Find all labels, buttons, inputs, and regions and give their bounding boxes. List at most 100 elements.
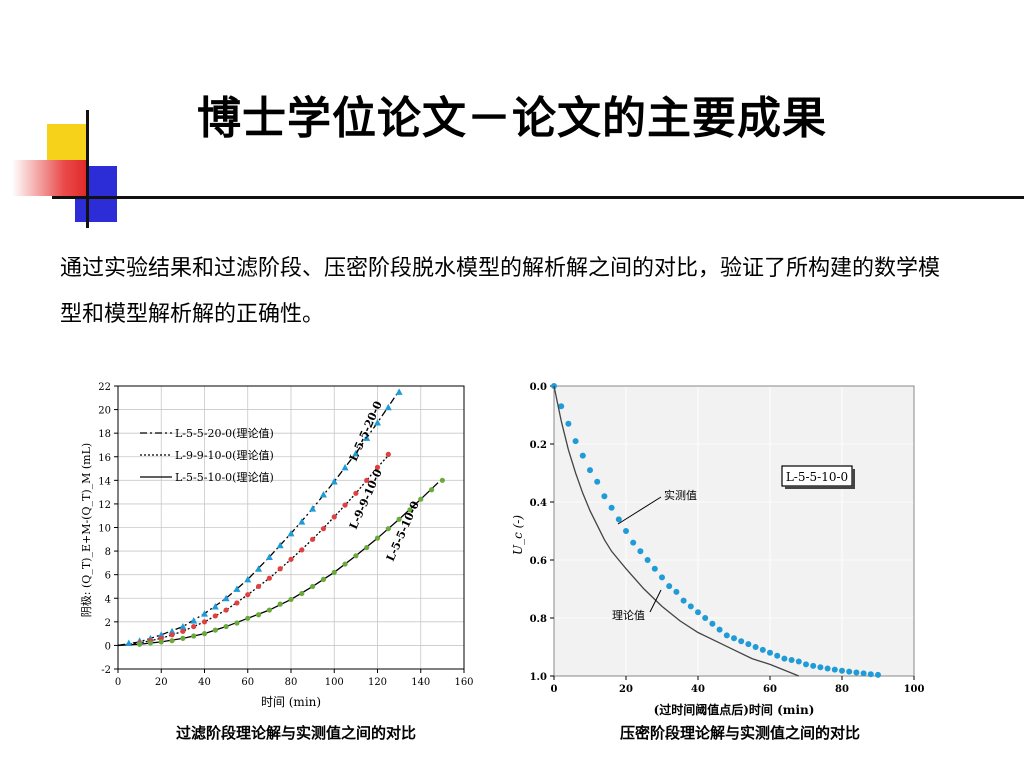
decor-red-gradient-bar	[12, 160, 86, 196]
left-measured-point	[169, 638, 175, 644]
right-measured-point	[572, 438, 579, 445]
left-measured-point	[331, 514, 337, 520]
left-measured-point	[266, 607, 272, 613]
left-measured-point	[137, 641, 143, 647]
right-y-tick-label: 0.2	[530, 440, 547, 451]
right-measured-point	[666, 583, 673, 590]
right-measured-point	[731, 635, 737, 642]
left-measured-point	[309, 505, 317, 512]
left-legend-label: L-9-9-10-0(理论值)	[175, 448, 274, 462]
right-measured-point	[594, 478, 601, 485]
left-theory-line-1	[117, 452, 391, 647]
left-grid	[117, 385, 465, 670]
right-measured-point	[745, 641, 752, 648]
right-x-tick-label: 20	[619, 684, 633, 695]
decor-vertical-rule	[86, 110, 89, 228]
left-measured-point	[234, 620, 240, 626]
left-y-tick-label: 2	[105, 618, 111, 629]
left-measured-point	[180, 628, 186, 634]
left-measured-point	[396, 516, 402, 522]
left-measured-point	[310, 583, 316, 590]
right-chart-caption: 压密阶段理论解与实测值之间的对比	[619, 724, 860, 742]
left-measured-point	[299, 590, 305, 597]
theory-pointer-line	[649, 589, 662, 613]
right-measured-point	[824, 665, 831, 672]
right-measured-point	[839, 667, 845, 674]
right-measured-point	[709, 620, 716, 627]
left-measured-point	[265, 553, 273, 560]
left-measured-point	[299, 547, 305, 553]
left-x-tick-label: 0	[115, 677, 121, 688]
left-measured-point	[428, 487, 435, 493]
left-measured-point	[374, 464, 381, 470]
left-y-tick-label: 14	[98, 476, 111, 487]
right-measured-point	[767, 649, 773, 656]
left-measured-point	[147, 640, 154, 646]
right-measured-point	[795, 658, 802, 665]
right-measured-point	[651, 565, 658, 572]
left-measured-point	[330, 478, 338, 485]
right-ticks: 0 20 40 60 80 100 0.0 0.2 0.4 0.6 0.8 1.0	[530, 382, 925, 695]
left-x-tick-label: 160	[454, 677, 473, 688]
left-x-tick-label: 40	[198, 677, 211, 688]
left-measured-point	[288, 556, 294, 562]
left-y-axis-label: 阴极: (Q_T)_E+M-(Q_T)_M (mL)	[79, 443, 93, 617]
left-legend-label: L-5-5-20-0(理论值)	[175, 426, 274, 440]
left-measured-point	[125, 639, 133, 647]
left-measured-point	[211, 603, 219, 610]
left-measured-point	[385, 526, 391, 532]
left-measured-point	[363, 434, 371, 441]
left-y-tick-label: 6	[105, 571, 111, 582]
left-measured-point	[191, 633, 197, 639]
right-measured-point	[702, 615, 709, 621]
left-measured-point	[298, 518, 306, 525]
right-x-tick-label: 80	[835, 684, 849, 695]
left-measured-point	[201, 610, 208, 617]
right-measured-point	[759, 646, 766, 653]
left-measured-point	[341, 463, 349, 471]
left-y-tick-label: 20	[98, 406, 111, 417]
left-measured-point	[439, 477, 445, 483]
left-measured-point	[407, 507, 413, 513]
right-measured-point	[587, 467, 593, 474]
left-measured-point	[222, 594, 230, 602]
left-x-tick-label: 120	[368, 677, 387, 688]
left-measured-point	[374, 419, 381, 426]
left-y-tick-label: 22	[98, 382, 111, 393]
right-y-tick-label: 0.6	[530, 556, 547, 567]
left-measured-point	[288, 596, 294, 603]
left-measured-point	[352, 449, 360, 457]
left-measured-point	[223, 607, 229, 613]
right-y-tick-label: 0.8	[530, 614, 547, 625]
left-measured-point	[276, 541, 284, 549]
left-x-tick-label: 80	[285, 677, 298, 688]
left-measured-point	[353, 490, 359, 496]
left-measured-point	[191, 623, 197, 630]
left-measured-point	[201, 619, 208, 625]
right-measured-point	[831, 666, 838, 673]
right-measured-point	[608, 504, 615, 511]
right-plot-background	[554, 386, 914, 676]
left-measured-point	[158, 639, 164, 645]
right-measured-point	[803, 661, 809, 668]
left-measured-point	[353, 553, 359, 559]
right-y-tick-label: 0.0	[530, 382, 547, 393]
left-measured-point	[277, 601, 283, 607]
right-theory-line-1	[553, 385, 800, 677]
left-measured-point	[320, 526, 327, 532]
left-measured-point	[342, 502, 348, 508]
right-measured-point	[853, 669, 860, 676]
theory-annotation: 理论值	[612, 608, 645, 622]
left-y-tick-label: -2	[101, 665, 111, 676]
right-measured-point	[579, 452, 586, 459]
right-measured-point	[788, 657, 795, 664]
left-y-tick-label: 8	[105, 547, 111, 558]
right-y-tick-label: 0.4	[530, 498, 547, 509]
left-measured-point	[320, 576, 327, 582]
right-measured-point	[810, 662, 817, 669]
right-measured-point	[867, 671, 874, 678]
right-measured-point	[695, 609, 701, 616]
left-y-tick-label: 10	[98, 524, 111, 535]
left-measured-point	[244, 575, 252, 583]
decor-horizontal-rule	[52, 196, 1024, 199]
